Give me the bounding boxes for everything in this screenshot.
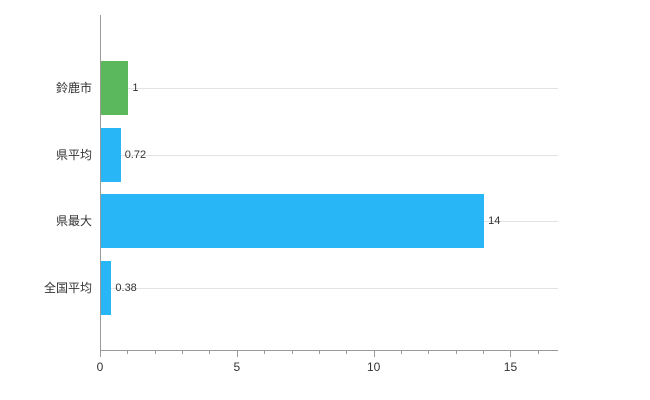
bar-value-label: 0.72 (124, 148, 147, 161)
x-tick-label: 5 (233, 360, 241, 374)
bar (101, 194, 485, 249)
x-minor-tick (127, 351, 129, 354)
x-minor-tick (401, 351, 403, 354)
category-label: 県最大 (55, 214, 92, 229)
bar (101, 261, 112, 316)
category-label: 全国平均 (43, 281, 92, 296)
bar (101, 127, 121, 182)
x-minor-tick (209, 351, 211, 354)
x-major-tick (236, 351, 238, 357)
x-minor-tick (154, 351, 156, 354)
gridline (101, 288, 558, 290)
x-minor-tick (537, 351, 539, 354)
x-minor-tick (318, 351, 320, 354)
x-minor-tick (182, 351, 184, 354)
x-minor-tick (264, 351, 266, 354)
bar-value-label: 1 (132, 82, 139, 94)
category-label: 鈴鹿市 (55, 81, 92, 95)
x-major-tick (510, 351, 512, 357)
category-label: 県平均 (55, 147, 92, 162)
gridline (101, 88, 558, 89)
x-minor-tick (428, 351, 430, 354)
x-minor-tick (455, 351, 457, 354)
plot-area: 1 0.72 14 0.38 (100, 15, 558, 351)
x-minor-tick (291, 351, 293, 354)
x-tick-label: 10 (366, 360, 381, 374)
x-major-tick (100, 351, 101, 357)
gridline (101, 154, 558, 156)
x-minor-tick (346, 351, 348, 354)
bar-value-label: 14 (488, 215, 501, 228)
x-major-tick (373, 351, 375, 357)
bar (101, 61, 129, 115)
x-minor-tick (483, 351, 485, 354)
x-tick-label: 0 (96, 360, 104, 374)
x-tick-label: 15 (503, 360, 518, 374)
bar-value-label: 0.38 (115, 282, 137, 295)
